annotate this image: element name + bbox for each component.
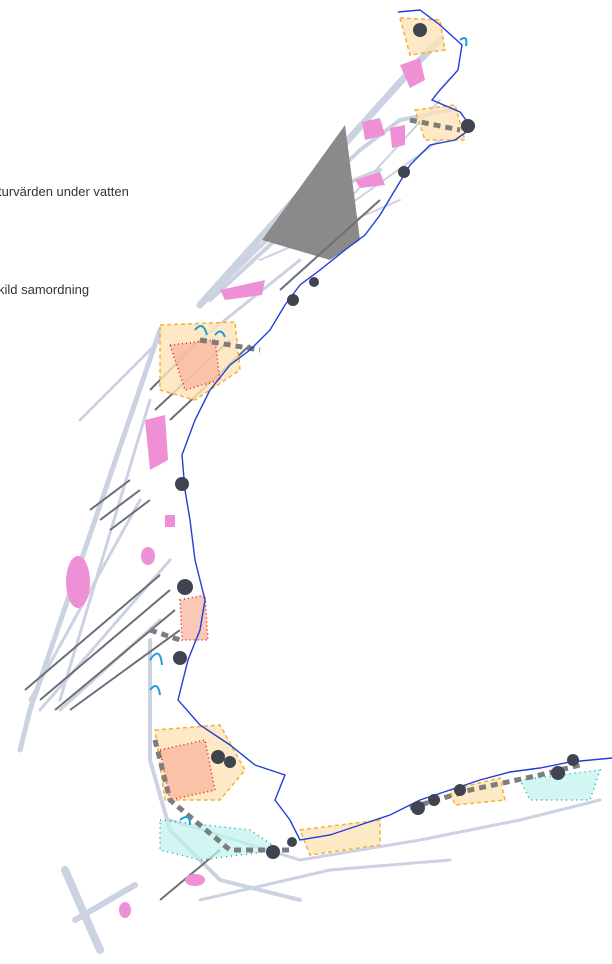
water-symbols	[149, 37, 468, 826]
legend-label: kild samordning	[0, 282, 89, 297]
legend-label: turvärden under vatten	[0, 184, 129, 199]
route-dashes	[149, 117, 581, 853]
pink-areas	[66, 58, 425, 918]
shaded-area	[262, 125, 360, 260]
dark-points	[173, 23, 579, 859]
zones	[154, 17, 602, 861]
